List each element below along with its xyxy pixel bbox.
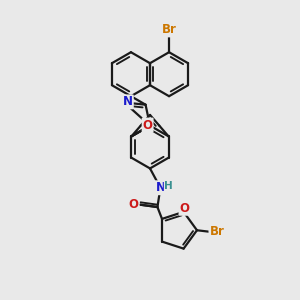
Text: Br: Br bbox=[209, 225, 224, 238]
Text: O: O bbox=[142, 118, 153, 131]
Text: O: O bbox=[179, 202, 190, 215]
Text: N: N bbox=[123, 95, 133, 108]
Text: N: N bbox=[155, 181, 165, 194]
Text: Br: Br bbox=[162, 23, 176, 36]
Text: O: O bbox=[129, 198, 139, 211]
Text: H: H bbox=[164, 181, 173, 191]
